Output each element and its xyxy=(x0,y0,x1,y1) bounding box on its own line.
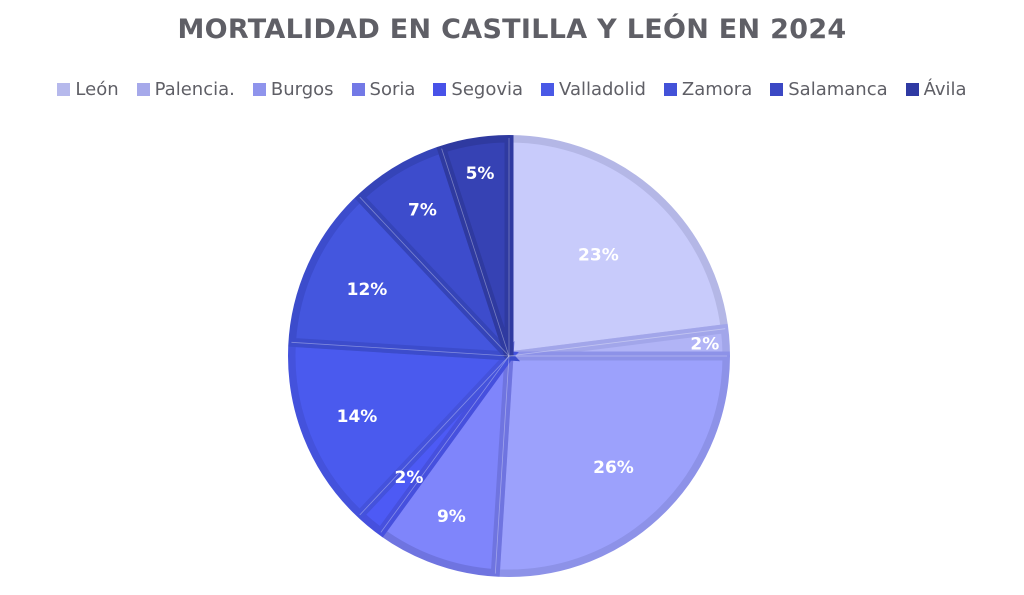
legend-swatch xyxy=(136,83,150,96)
data-label-ávila: 5% xyxy=(466,164,495,184)
legend-swatch xyxy=(57,83,71,96)
pie-slice-ávila[interactable] xyxy=(435,133,514,358)
pie-rim xyxy=(286,133,732,579)
chart-title: MORTALIDAD EN CASTILLA Y LEÓN EN 2024 xyxy=(177,14,847,45)
legend-swatch xyxy=(770,83,784,96)
legend-label: León xyxy=(75,79,119,100)
slice-separator xyxy=(380,355,510,533)
data-label-segovia: 2% xyxy=(395,468,424,488)
data-label-zamora: 12% xyxy=(347,280,388,300)
data-label-palencia: 2% xyxy=(690,335,719,355)
legend-label: Burgos xyxy=(270,79,334,100)
legend-item-salamanca[interactable]: Salamanca xyxy=(770,79,888,100)
legend-label: Segovia xyxy=(451,79,524,100)
data-label-salamanca: 7% xyxy=(408,201,437,221)
data-label-soria: 9% xyxy=(437,507,466,527)
legend-item-leon[interactable]: León xyxy=(57,79,119,100)
legend-item-zamora[interactable]: Zamora xyxy=(663,79,753,100)
pie-slice-zamora[interactable] xyxy=(286,190,521,362)
slice-separator xyxy=(291,341,510,357)
data-label-burgos: 26% xyxy=(593,458,634,478)
legend-item-burgos[interactable]: Burgos xyxy=(252,79,334,100)
legend-item-palencia[interactable]: Palencia. xyxy=(136,79,235,100)
slice-separator xyxy=(441,148,510,357)
legend-item-segovia[interactable]: Segovia xyxy=(433,79,523,100)
legend-label: Palencia. xyxy=(154,79,235,100)
legend-item-soria[interactable]: Soria xyxy=(351,79,416,100)
legend-label: Ávila xyxy=(923,79,967,100)
legend-label: Salamanca xyxy=(788,79,888,100)
slice-separator xyxy=(508,328,726,357)
legend-item-avila[interactable]: Ávila xyxy=(905,79,967,100)
legend-swatch xyxy=(351,83,365,96)
legend-label: Zamora xyxy=(681,79,753,100)
legend: León Palencia. Burgos Soria Segovia Vall… xyxy=(0,79,1024,100)
legend-swatch xyxy=(433,83,447,96)
data-label-león: 23% xyxy=(578,246,619,266)
legend-swatch xyxy=(663,83,677,96)
pie-slice-león[interactable] xyxy=(504,133,731,362)
legend-label: Soria xyxy=(369,79,416,100)
legend-item-valladolid[interactable]: Valladolid xyxy=(541,79,646,100)
pie-slice-burgos[interactable] xyxy=(490,351,732,579)
legend-swatch xyxy=(905,83,919,96)
slice-separator xyxy=(359,355,510,516)
legend-swatch xyxy=(252,83,266,96)
pie-slice-soria[interactable] xyxy=(374,340,515,579)
legend-label: Valladolid xyxy=(559,79,646,100)
slice-separator xyxy=(494,355,510,574)
slice-separator xyxy=(359,196,510,357)
data-label-valladolid: 14% xyxy=(337,407,378,427)
legend-swatch xyxy=(541,83,555,96)
pie-slice-valladolid[interactable] xyxy=(286,337,519,522)
